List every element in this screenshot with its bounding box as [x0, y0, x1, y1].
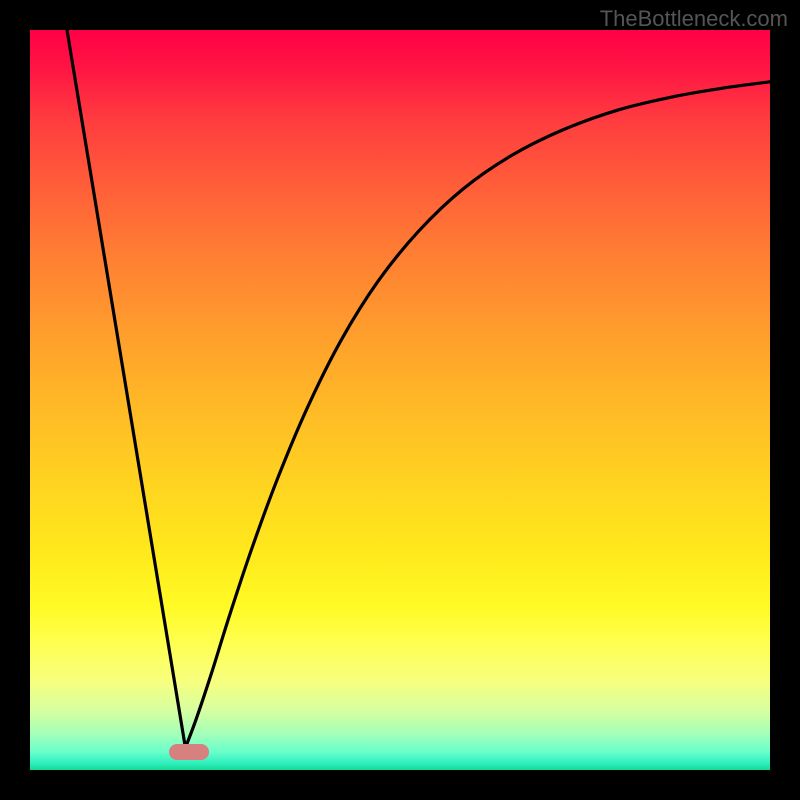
chart-plot-area: [30, 30, 770, 770]
minimum-marker: [169, 744, 209, 760]
watermark-text: TheBottleneck.com: [600, 6, 788, 32]
bottleneck-curve: [30, 30, 770, 770]
curve-path: [67, 30, 770, 748]
